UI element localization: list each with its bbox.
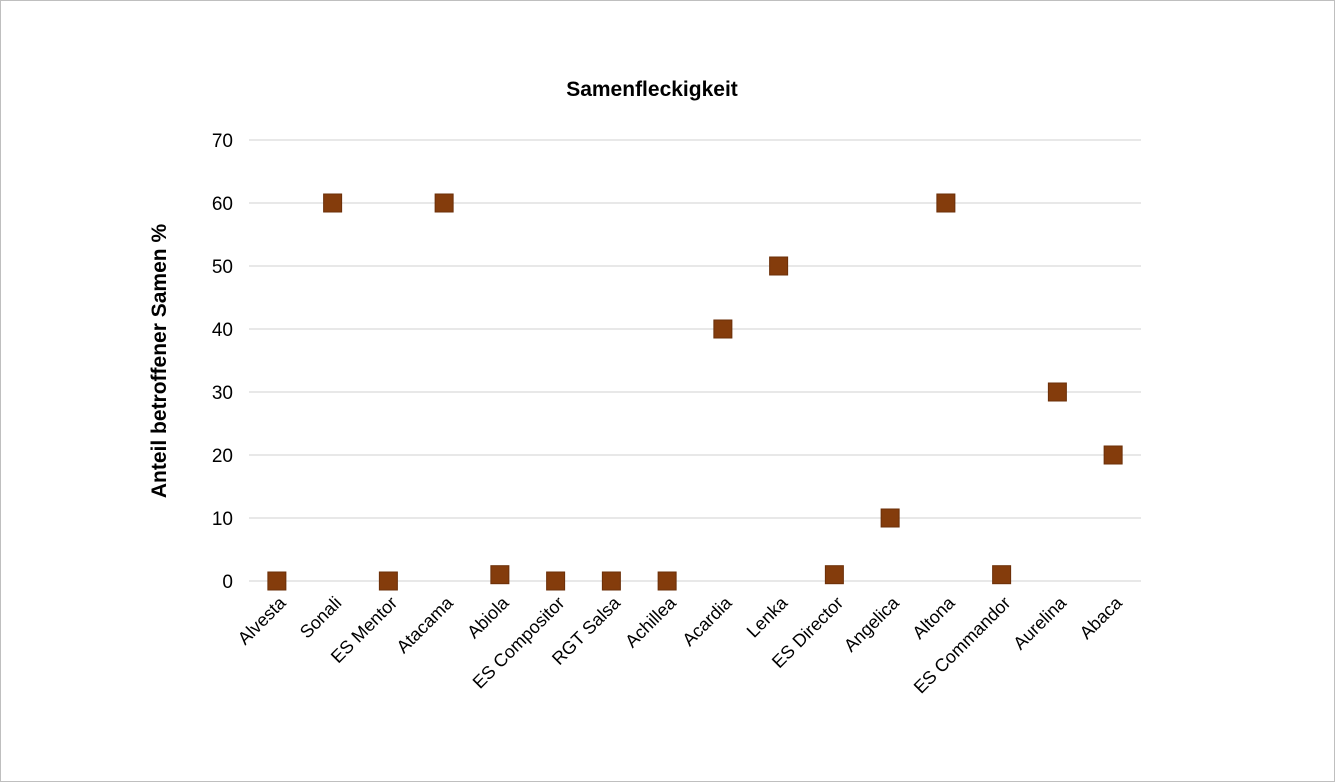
data-point — [657, 571, 677, 591]
x-tick-label: Acardia — [678, 592, 736, 650]
y-tick-label: 20 — [212, 446, 233, 467]
data-point — [713, 319, 733, 339]
data-point — [936, 193, 956, 213]
data-point — [769, 256, 789, 276]
data-point — [1047, 382, 1067, 402]
y-tick-label: 10 — [212, 509, 233, 530]
data-point — [546, 571, 566, 591]
data-point — [992, 565, 1012, 585]
x-tick-label: ES Commandor — [910, 593, 1015, 698]
data-point — [378, 571, 398, 591]
data-points — [267, 193, 1123, 591]
data-point — [1103, 445, 1123, 465]
chart-title: Samenfleckigkeit — [566, 78, 738, 101]
x-tick-label: Angelica — [840, 592, 904, 656]
x-tick-label: Aurelina — [1009, 592, 1071, 654]
y-tick-label: 60 — [212, 194, 233, 215]
x-tick-label: Achillea — [621, 592, 680, 651]
data-point — [880, 508, 900, 528]
y-tick-label: 30 — [212, 383, 233, 404]
gridlines — [249, 139, 1141, 582]
data-point — [490, 565, 510, 585]
data-point — [601, 571, 621, 591]
x-tick-label: Atacama — [393, 592, 458, 657]
y-tick-labels: 0 10 20 30 40 50 60 70 — [212, 131, 233, 593]
data-point — [323, 193, 343, 213]
data-point — [434, 193, 454, 213]
x-tick-label: Abaca — [1076, 592, 1127, 643]
x-tick-label: Lenka — [743, 592, 793, 642]
x-tick-label: Alvesta — [234, 592, 291, 649]
x-tick-label: Sonali — [296, 593, 346, 643]
x-tick-label: Altona — [908, 592, 959, 643]
y-tick-label: 70 — [212, 131, 233, 152]
data-point — [267, 571, 287, 591]
x-tick-label: Abiola — [463, 592, 513, 642]
y-tick-label: 40 — [212, 320, 233, 341]
y-tick-label: 0 — [222, 572, 233, 593]
y-tick-label: 50 — [212, 257, 233, 278]
data-point — [824, 565, 844, 585]
y-axis-label: Anteil betroffener Samen % — [148, 224, 171, 499]
